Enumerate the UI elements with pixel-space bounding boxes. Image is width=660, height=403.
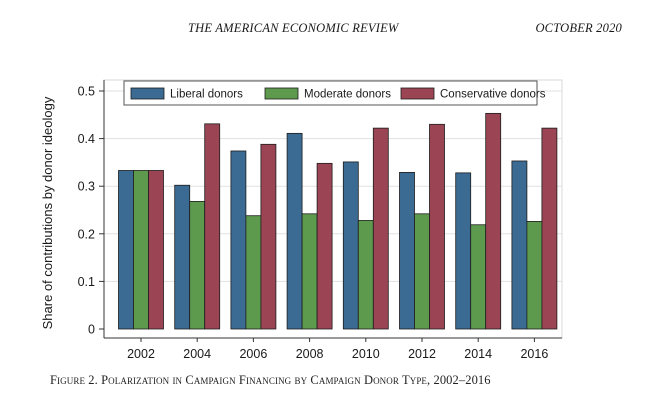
y-axis-label: Share of contributions by donor ideology xyxy=(40,96,55,329)
legend: Liberal donors Moderate donors Conservativ… xyxy=(123,80,546,106)
bars xyxy=(118,112,558,330)
bar-liberal-donors-2008 xyxy=(286,132,303,330)
bar-conservative-donors-2014 xyxy=(485,112,502,330)
bar-moderate-donors-2004 xyxy=(189,201,206,330)
bar-liberal-donors-2010 xyxy=(342,161,359,330)
y-tick-label: 0.1 xyxy=(78,275,95,289)
bar-moderate-donors-2010 xyxy=(357,220,374,330)
x-tick-label: 2002 xyxy=(127,347,155,361)
bar-liberal-donors-2004 xyxy=(174,184,191,330)
legend-box xyxy=(123,80,538,106)
x-tick-label: 2016 xyxy=(520,347,548,361)
y-tick-label: 0.4 xyxy=(78,132,95,146)
bar-moderate-donors-2008 xyxy=(301,213,318,330)
x-tick-label: 2008 xyxy=(296,347,324,361)
bar-conservative-donors-2008 xyxy=(316,162,333,330)
y-tick-label: 0 xyxy=(88,323,95,337)
bar-conservative-donors-2006 xyxy=(260,143,277,330)
bar-liberal-donors-2016 xyxy=(511,160,528,330)
legend-label: Conservative donors xyxy=(440,89,546,101)
bar-conservative-donors-2012 xyxy=(429,123,445,330)
x-tick-label: 2010 xyxy=(352,347,380,361)
figure-caption: Figure 2. Polarization in Campaign Finan… xyxy=(50,373,650,388)
x-tick-label: 2006 xyxy=(239,347,267,361)
y-tick-label: 0.5 xyxy=(78,85,95,99)
bar-liberal-donors-2012 xyxy=(399,171,415,330)
bar-liberal-donors-2006 xyxy=(230,150,247,330)
y-tick-label: 0.2 xyxy=(78,227,95,241)
figure-label: Figure 2. xyxy=(50,373,98,387)
issue-date: OCTOBER 2020 xyxy=(535,21,622,35)
legend-swatch xyxy=(264,87,299,100)
bar-conservative-donors-2016 xyxy=(541,127,558,330)
bar-liberal-donors-2002 xyxy=(118,170,134,330)
legend-swatch xyxy=(130,87,165,100)
bar-conservative-donors-2004 xyxy=(204,123,221,330)
bar-moderate-donors-2002 xyxy=(133,170,149,330)
axes: 0 0.1 0.2 0.3 0.4 0.5 2002 2004 2006 2008 2010 2012… xyxy=(78,80,562,361)
y-tick-label: 0.3 xyxy=(78,180,95,194)
bar-moderate-donors-2016 xyxy=(526,221,543,330)
x-tick-label: 2014 xyxy=(464,347,492,361)
bar-moderate-donors-2006 xyxy=(245,215,262,330)
legend-label: Moderate donors xyxy=(304,89,391,101)
legend-label: Liberal donors xyxy=(170,89,243,101)
x-tick-label: 2004 xyxy=(183,347,211,361)
bar-conservative-donors-2010 xyxy=(372,127,389,330)
bar-liberal-donors-2014 xyxy=(455,172,472,330)
caption-text: Polarization in Campaign Financing by Ca… xyxy=(101,373,491,387)
journal-title: THE AMERICAN ECONOMIC REVIEW xyxy=(188,21,399,35)
x-tick-label: 2012 xyxy=(408,347,436,361)
bar-conservative-donors-2002 xyxy=(148,170,164,330)
bar-moderate-donors-2014 xyxy=(470,224,487,330)
bar-moderate-donors-2012 xyxy=(414,213,430,330)
legend-swatch xyxy=(400,87,435,100)
